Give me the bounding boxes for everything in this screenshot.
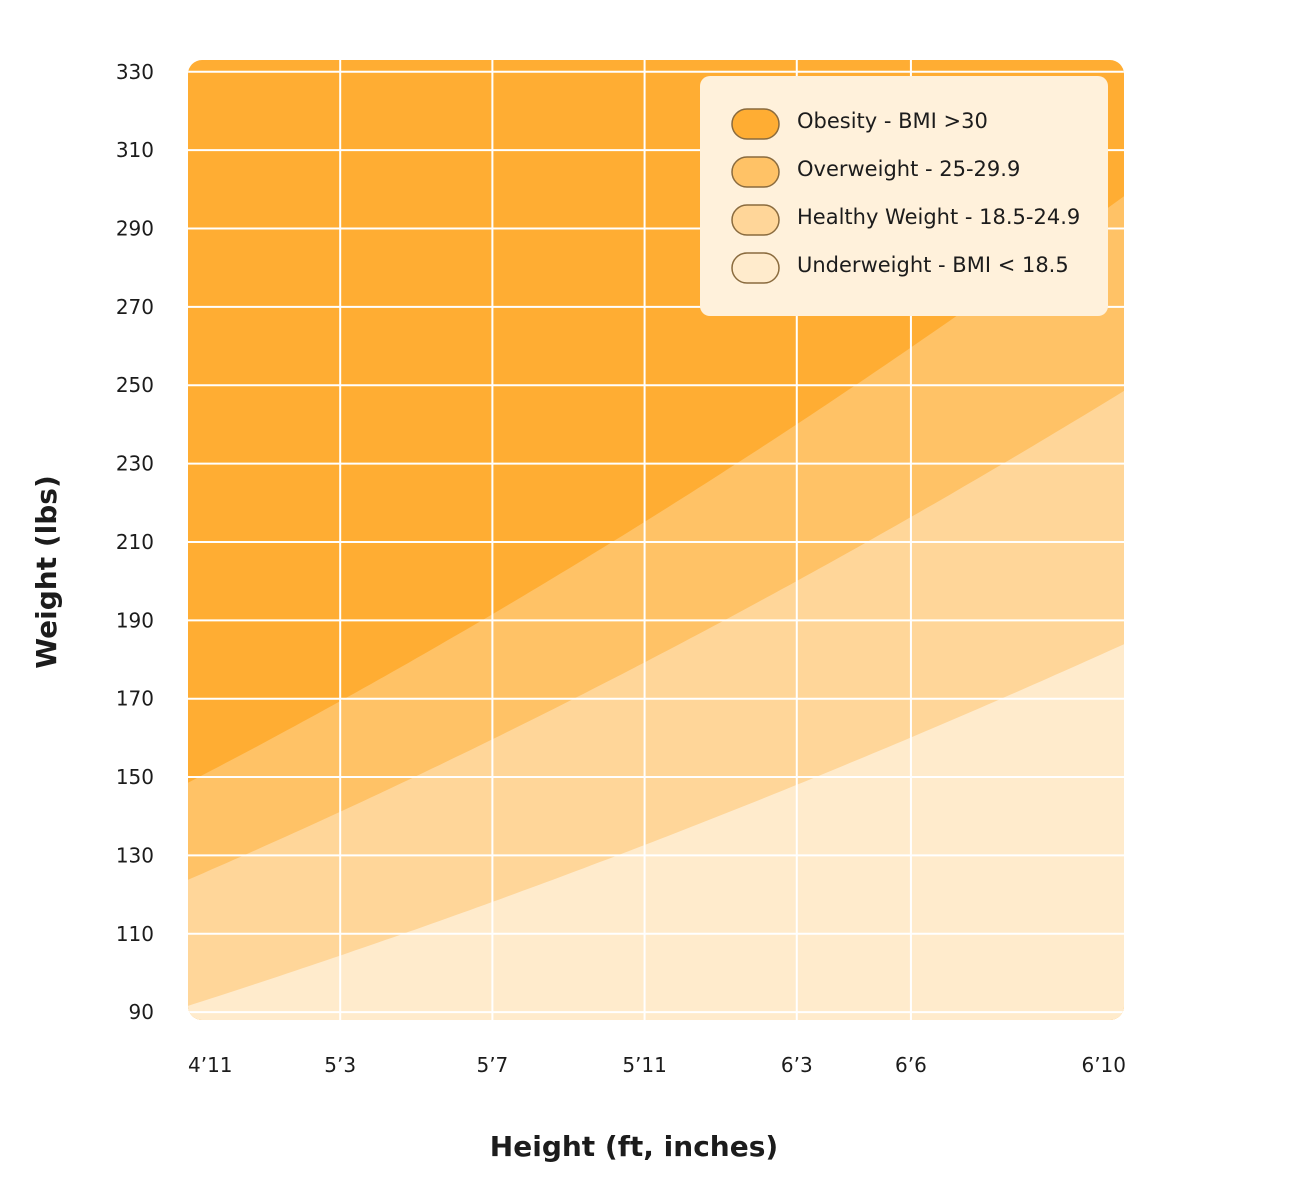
legend-swatch [731,204,780,236]
x-tick-label: 5’11 [622,1053,667,1077]
y-tick-label: 170 [116,687,154,711]
y-tick-label: 90 [129,1000,154,1024]
legend-swatch [731,156,780,188]
legend-label: Underweight - BMI < 18.5 [797,253,1069,277]
band-underweight [188,644,1124,1020]
legend-swatch [731,252,780,284]
legend-label: Healthy Weight - 18.5-24.9 [797,205,1080,229]
legend: Obesity - BMI >30 Overweight - 25-29.9 Hea… [700,76,1108,316]
y-tick-label: 230 [116,452,154,476]
x-axis-title: Height (ft, inches) [490,1130,778,1163]
y-tick-label: 310 [116,138,154,162]
y-axis: 330 310 290 270 250 230 210 190 170 150 130 110 90 [116,60,154,1024]
y-tick-label: 250 [116,373,154,397]
x-tick-label: 5’7 [476,1053,508,1077]
y-tick-label: 270 [116,295,154,319]
y-axis-title: Weight (lbs) [30,475,63,668]
y-tick-label: 290 [116,216,154,240]
x-axis: 4’11 5’3 5’7 5’11 6’3 6’6 6’10 [188,1053,1126,1077]
x-tick-label: 6’3 [781,1053,813,1077]
y-tick-label: 330 [116,60,154,84]
x-tick-label: 4’11 [188,1053,233,1077]
x-tick-label: 6’6 [895,1053,927,1077]
y-tick-label: 210 [116,530,154,554]
y-tick-label: 150 [116,765,154,789]
x-tick-label: 5’3 [324,1053,356,1077]
legend-box [700,76,1108,316]
y-tick-label: 110 [116,922,154,946]
legend-swatch [731,108,780,140]
legend-label: Obesity - BMI >30 [797,109,988,133]
x-tick-label: 6’10 [1081,1053,1126,1077]
y-tick-label: 130 [116,843,154,867]
y-tick-label: 190 [116,608,154,632]
legend-label: Overweight - 25-29.9 [797,157,1020,181]
